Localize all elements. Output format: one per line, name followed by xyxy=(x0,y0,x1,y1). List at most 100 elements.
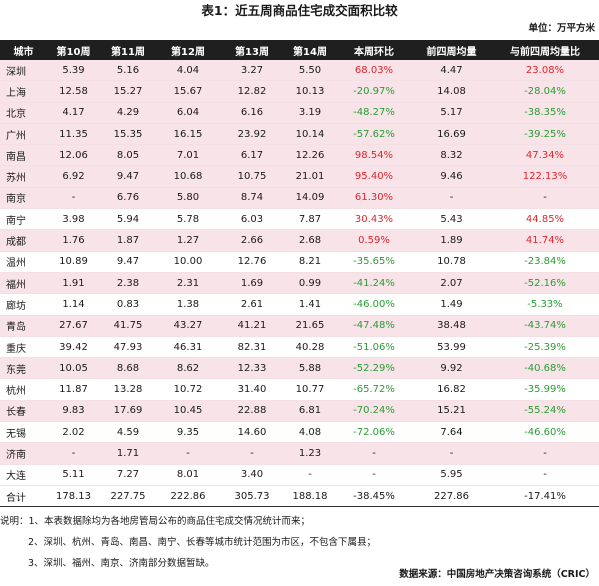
week-11-cell: 6.76 xyxy=(100,187,156,210)
week-on-week-cell: 0.59% xyxy=(336,229,412,252)
week-on-week-cell: - xyxy=(336,464,412,486)
week-on-week-cell: -72.06% xyxy=(336,421,412,444)
week-10-cell: 5.11 xyxy=(47,464,100,486)
week-13-cell: 12.76 xyxy=(220,251,284,273)
four-week-avg-cell: 227.86 xyxy=(412,484,491,508)
week-12-cell: - xyxy=(156,442,220,465)
week-14-cell: 21.01 xyxy=(284,165,336,188)
week-12-cell: 6.04 xyxy=(156,102,220,124)
week-on-week-cell: -48.27% xyxy=(336,102,412,124)
header-week-12: 第12周 xyxy=(156,40,220,60)
city-cell: 大连 xyxy=(0,464,47,486)
city-cell: 杭州 xyxy=(0,378,47,401)
four-week-avg-cell: 1.89 xyxy=(412,229,491,252)
note-3: 3、深圳、福州、南京、济南部分数据暂缺。 xyxy=(28,558,215,569)
city-cell: 福州 xyxy=(0,272,47,295)
city-cell: 东莞 xyxy=(0,357,47,380)
week-11-cell: 17.69 xyxy=(100,400,156,423)
week-on-week-cell: -51.06% xyxy=(336,336,412,359)
table-row: 青岛 27.67 41.75 43.27 41.21 21.65 -47.48% 38.48-… xyxy=(0,315,599,337)
vs-avg-cell: 44.85% xyxy=(491,208,599,231)
city-cell: 成都 xyxy=(0,229,47,252)
week-14-cell: 21.65 xyxy=(284,315,336,337)
header-week-14: 第14周 xyxy=(284,40,336,60)
four-week-avg-cell: - xyxy=(412,442,491,465)
table-row: 温州 10.89 9.47 10.00 12.76 8.21 -35.65% 10.78 -23… xyxy=(0,251,599,273)
week-12-cell: 10.00 xyxy=(156,251,220,273)
week-on-week-cell: -41.24% xyxy=(336,272,412,295)
table-row: 无锡 2.02 4.59 9.35 14.60 4.08 -72.06% 7.64 -46.60… xyxy=(0,421,599,444)
week-12-cell: 1.38 xyxy=(156,293,220,316)
week-on-week-cell: 68.03% xyxy=(336,60,412,82)
week-12-cell: 43.27 xyxy=(156,315,220,337)
week-10-cell: 3.98 xyxy=(47,208,100,231)
week-11-cell: 227.75 xyxy=(100,484,156,508)
vs-avg-cell: -17.41% xyxy=(491,484,599,508)
week-10-cell: 12.06 xyxy=(47,144,100,167)
header-week-13: 第13周 xyxy=(220,40,284,60)
week-13-cell: 3.40 xyxy=(220,464,284,486)
vs-avg-cell: -40.68% xyxy=(491,357,599,380)
header-week-10: 第10周 xyxy=(47,40,100,60)
vs-avg-cell: -35.99% xyxy=(491,378,599,401)
week-10-cell: - xyxy=(47,187,100,210)
week-12-cell: 10.68 xyxy=(156,165,220,188)
table-row: 南京 -6.76 5.80 8.74 14.09 61.30% - - xyxy=(0,187,599,210)
week-10-cell: 12.58 xyxy=(47,80,100,103)
table-row: 大连 5.11 7.27 8.01 3.40- -5.95- xyxy=(0,464,599,486)
week-on-week-cell: -65.72% xyxy=(336,378,412,401)
week-11-cell: 5.94 xyxy=(100,208,156,231)
week-10-cell: 1.76 xyxy=(47,229,100,252)
week-11-cell: 41.75 xyxy=(100,315,156,337)
header-row: 城市 第10周 第11周 第12周 第13周 第14周 本周环比 前四周均量 与… xyxy=(0,40,599,60)
week-13-cell: 82.31 xyxy=(220,336,284,359)
week-10-cell: 2.02 xyxy=(47,421,100,444)
vs-avg-cell: -23.84% xyxy=(491,251,599,273)
week-on-week-cell: 61.30% xyxy=(336,187,412,210)
week-13-cell: 2.66 xyxy=(220,229,284,252)
week-13-cell: 23.92 xyxy=(220,123,284,146)
header-week-11: 第11周 xyxy=(100,40,156,60)
week-10-cell: 9.83 xyxy=(47,400,100,423)
week-10-cell: 11.87 xyxy=(47,378,100,401)
week-12-cell: 1.27 xyxy=(156,229,220,252)
table-row: 廊坊 1.14 0.83 1.38 2.61 1.41 -46.00% 1.49 -5.33% xyxy=(0,293,599,316)
transaction-area-table: 城市 第10周 第11周 第12周 第13周 第14周 本周环比 前四周均量 与… xyxy=(0,40,599,508)
week-14-cell: 1.23 xyxy=(284,442,336,465)
week-12-cell: 10.45 xyxy=(156,400,220,423)
table-row: 合计 178.13 227.75 222.86 305.73 188.18 -38.45% 2… xyxy=(0,484,599,508)
week-on-week-cell: 95.40% xyxy=(336,165,412,188)
week-12-cell: 8.62 xyxy=(156,357,220,380)
vs-avg-cell: -5.33% xyxy=(491,293,599,316)
four-week-avg-cell: 9.92 xyxy=(412,357,491,380)
week-10-cell: 4.17 xyxy=(47,102,100,124)
week-11-cell: 1.71 xyxy=(100,442,156,465)
week-12-cell: 5.78 xyxy=(156,208,220,231)
week-13-cell: 10.75 xyxy=(220,165,284,188)
vs-avg-cell: -55.24% xyxy=(491,400,599,423)
table-row: 济南 -1.71- -1.23- - - xyxy=(0,442,599,465)
four-week-avg-cell: 14.08 xyxy=(412,80,491,103)
four-week-avg-cell: 8.32 xyxy=(412,144,491,167)
week-13-cell: 6.16 xyxy=(220,102,284,124)
week-11-cell: 15.35 xyxy=(100,123,156,146)
note-2: 2、深圳、杭州、青岛、南昌、南宁、长春等城市统计范围为市区，不包含下属县； xyxy=(28,537,377,548)
week-14-cell: 188.18 xyxy=(284,484,336,508)
week-on-week-cell: -38.45% xyxy=(336,484,412,508)
week-14-cell: - xyxy=(284,464,336,486)
week-13-cell: 41.21 xyxy=(220,315,284,337)
vs-avg-cell: -43.74% xyxy=(491,315,599,337)
week-on-week-cell: -57.62% xyxy=(336,123,412,146)
week-11-cell: 8.05 xyxy=(100,144,156,167)
week-12-cell: 222.86 xyxy=(156,484,220,508)
city-cell: 长春 xyxy=(0,400,47,423)
week-13-cell: 6.03 xyxy=(220,208,284,231)
week-10-cell: - xyxy=(47,442,100,465)
week-11-cell: 7.27 xyxy=(100,464,156,486)
city-cell: 上海 xyxy=(0,80,47,103)
week-11-cell: 4.29 xyxy=(100,102,156,124)
week-13-cell: 14.60 xyxy=(220,421,284,444)
week-12-cell: 16.15 xyxy=(156,123,220,146)
week-12-cell: 4.04 xyxy=(156,60,220,82)
week-14-cell: 10.14 xyxy=(284,123,336,146)
